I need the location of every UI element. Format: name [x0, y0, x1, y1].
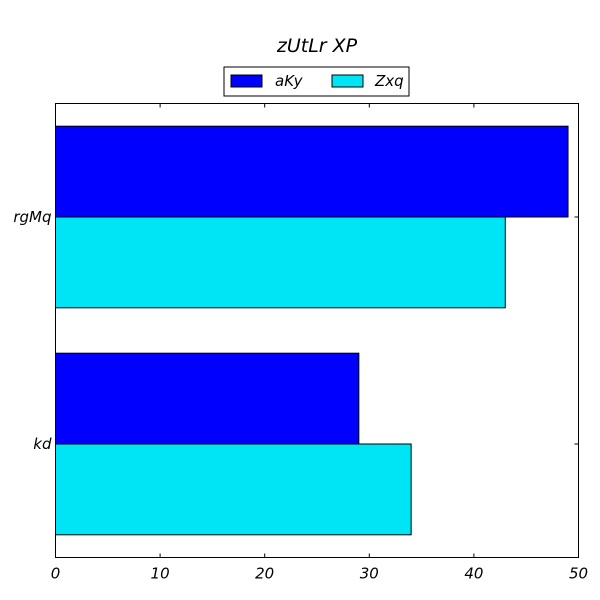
- x-tick-label: 10: [151, 565, 170, 583]
- legend-swatch-Zxq: [331, 74, 364, 88]
- legend-label-Zxq: Zxq: [374, 72, 404, 90]
- legend-swatch-aKy: [230, 74, 263, 88]
- y-tick-label: kd: [33, 435, 52, 453]
- y-tick-label: rgMq: [13, 208, 51, 226]
- x-tick-label: 30: [360, 565, 379, 583]
- bar-Zxq-kd: [55, 443, 412, 536]
- bar-series-group: [55, 125, 569, 536]
- plot-area: [55, 103, 579, 558]
- bar-aKy-rgMq: [55, 125, 569, 218]
- x-tick-label: 20: [255, 565, 274, 583]
- bar-aKy-kd: [55, 352, 360, 445]
- x-tick-label: 40: [464, 565, 483, 583]
- y-axis: kd rgMq: [13, 208, 52, 453]
- x-axis: 0 10 20 30 40 50: [51, 565, 588, 583]
- axis-ticks: [55, 103, 579, 558]
- chart-title: zUtLr XP: [276, 35, 358, 57]
- x-tick-label: 0: [51, 565, 61, 583]
- legend-label-aKy: aKy: [275, 72, 304, 90]
- x-tick-label: 50: [569, 565, 588, 583]
- legend: aKy Zxq: [223, 66, 410, 97]
- bar-Zxq-rgMq: [55, 216, 506, 309]
